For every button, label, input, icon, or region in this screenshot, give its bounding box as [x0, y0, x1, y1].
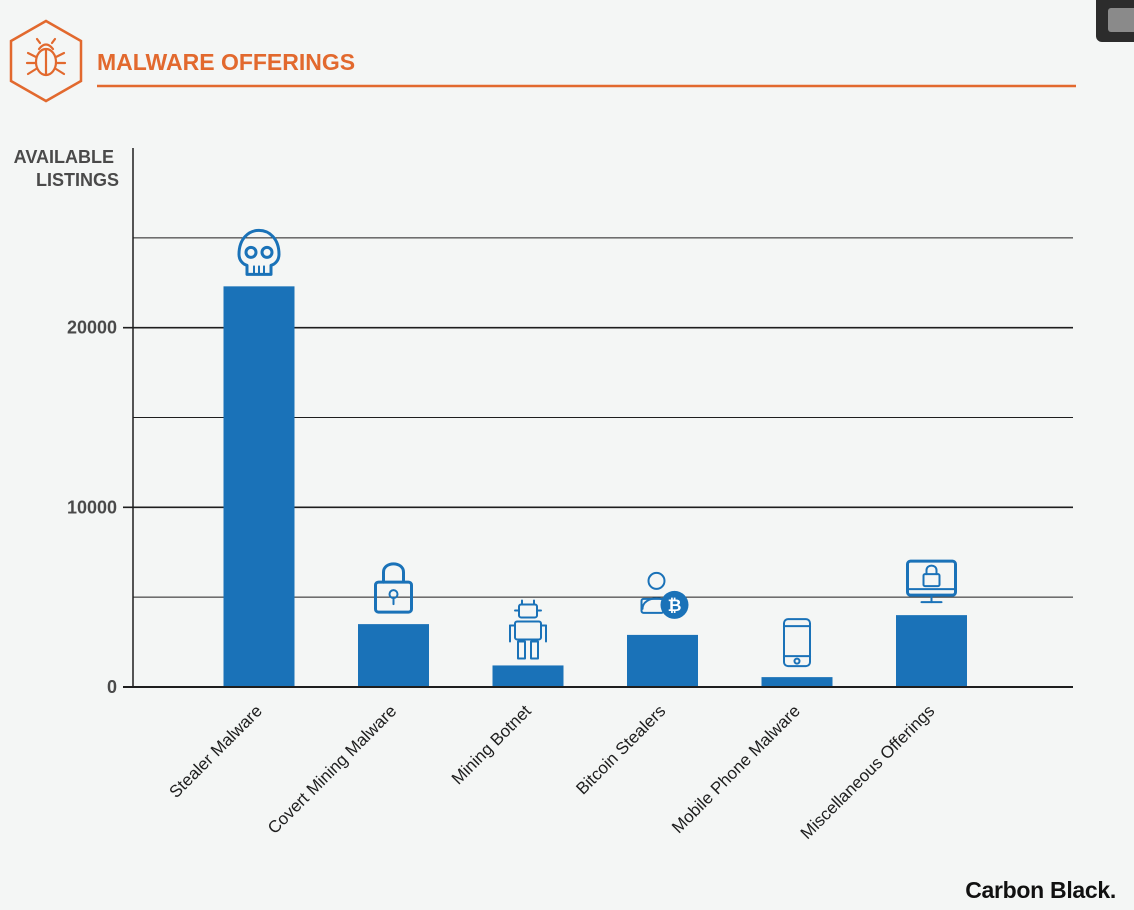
bitcoin-person-icon: [640, 571, 690, 620]
corner-control-button[interactable]: [1108, 8, 1134, 32]
bar-icons: [237, 228, 957, 668]
x-tick-label: Miscellaneous Offerings: [797, 701, 938, 842]
y-axis-title-line-2: LISTINGS: [36, 170, 119, 190]
y-tick-label: 10000: [67, 497, 117, 517]
brand-logo-text: Carbon Black.: [965, 877, 1116, 903]
y-tick-labels: 0 10000 20000: [67, 318, 117, 697]
bars: [223, 286, 967, 687]
bar-bitcoin-stealers: [627, 634, 698, 687]
y-axis-title: AVAILABLE LISTINGS: [14, 147, 119, 190]
page-title: MALWARE OFFERINGS: [97, 49, 355, 75]
x-tick-label: Bitcoin Stealers: [572, 701, 669, 798]
bar-stealer-malware: [223, 286, 295, 687]
robot-icon: [509, 599, 547, 660]
bar-mining-botnet: [492, 665, 564, 687]
y-tick-label: 20000: [67, 318, 117, 338]
bug-icon: [25, 37, 67, 77]
y-tick-label: 0: [107, 677, 117, 697]
bar-miscellaneous-offerings: [896, 615, 967, 687]
x-tick-label: Stealer Malware: [166, 701, 266, 801]
x-tick-label: Covert Mining Malware: [264, 701, 400, 837]
y-axis-title-line-1: AVAILABLE: [14, 147, 114, 167]
window-corner-control[interactable]: [1096, 0, 1134, 42]
bar-covert-mining-malware: [358, 624, 429, 687]
bar-mobile-phone-malware: [761, 677, 833, 687]
logo-badge: [9, 19, 83, 103]
skull-icon: [237, 228, 281, 276]
monitor-lock-icon: [906, 559, 957, 604]
x-tick-label: Mining Botnet: [448, 701, 535, 788]
x-tick-label: Mobile Phone Malware: [668, 701, 804, 837]
smartphone-icon: [783, 618, 811, 668]
padlock-icon: [374, 562, 413, 614]
